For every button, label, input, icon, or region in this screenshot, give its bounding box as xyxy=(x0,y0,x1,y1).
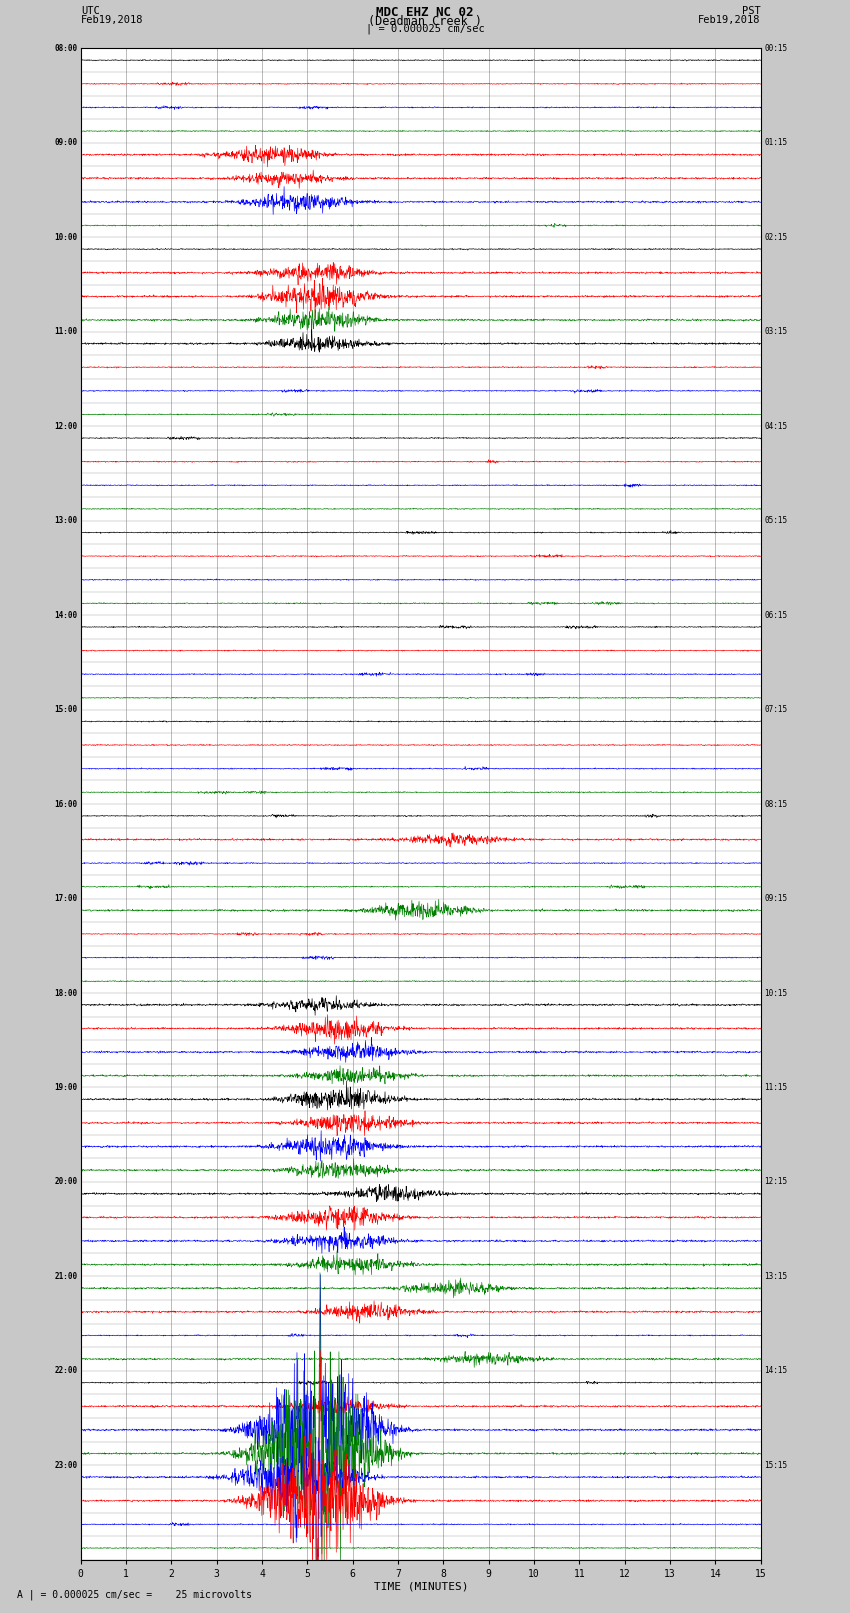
Text: 21:00: 21:00 xyxy=(54,1273,77,1281)
Text: 18:00: 18:00 xyxy=(54,989,77,997)
Text: 05:15: 05:15 xyxy=(764,516,787,526)
Text: UTC: UTC xyxy=(81,5,99,16)
X-axis label: TIME (MINUTES): TIME (MINUTES) xyxy=(373,1582,468,1592)
Text: 10:00: 10:00 xyxy=(54,232,77,242)
Text: 22:00: 22:00 xyxy=(54,1366,77,1376)
Text: Feb19,2018: Feb19,2018 xyxy=(81,15,144,24)
Text: A | = 0.000025 cm/sec =    25 microvolts: A | = 0.000025 cm/sec = 25 microvolts xyxy=(17,1589,252,1600)
Text: 14:00: 14:00 xyxy=(54,611,77,619)
Text: 09:15: 09:15 xyxy=(764,894,787,903)
Text: 17:00: 17:00 xyxy=(54,894,77,903)
Text: 01:15: 01:15 xyxy=(764,139,787,147)
Text: 15:00: 15:00 xyxy=(54,705,77,715)
Text: 03:15: 03:15 xyxy=(764,327,787,336)
Text: | = 0.000025 cm/sec: | = 0.000025 cm/sec xyxy=(366,24,484,34)
Text: 12:15: 12:15 xyxy=(764,1177,787,1187)
Text: 13:00: 13:00 xyxy=(54,516,77,526)
Text: 09:00: 09:00 xyxy=(54,139,77,147)
Text: PST: PST xyxy=(742,5,761,16)
Text: 11:00: 11:00 xyxy=(54,327,77,336)
Text: 16:00: 16:00 xyxy=(54,800,77,808)
Text: 12:00: 12:00 xyxy=(54,421,77,431)
Text: 08:00: 08:00 xyxy=(54,44,77,53)
Text: 02:15: 02:15 xyxy=(764,232,787,242)
Text: 19:00: 19:00 xyxy=(54,1082,77,1092)
Text: 00:15: 00:15 xyxy=(764,44,787,53)
Text: 14:15: 14:15 xyxy=(764,1366,787,1376)
Text: 06:15: 06:15 xyxy=(764,611,787,619)
Text: 04:15: 04:15 xyxy=(764,421,787,431)
Text: 23:00: 23:00 xyxy=(54,1461,77,1469)
Text: 11:15: 11:15 xyxy=(764,1082,787,1092)
Text: 20:00: 20:00 xyxy=(54,1177,77,1187)
Text: 07:15: 07:15 xyxy=(764,705,787,715)
Text: MDC EHZ NC 02: MDC EHZ NC 02 xyxy=(377,5,473,19)
Text: 13:15: 13:15 xyxy=(764,1273,787,1281)
Text: 15:15: 15:15 xyxy=(764,1461,787,1469)
Text: 10:15: 10:15 xyxy=(764,989,787,997)
Text: 08:15: 08:15 xyxy=(764,800,787,808)
Text: Feb19,2018: Feb19,2018 xyxy=(698,15,761,24)
Text: (Deadman Creek ): (Deadman Creek ) xyxy=(368,15,482,27)
